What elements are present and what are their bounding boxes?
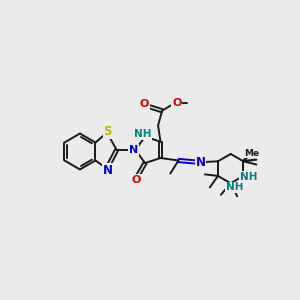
Text: NH: NH bbox=[226, 182, 244, 192]
Text: NH: NH bbox=[239, 172, 257, 182]
Text: O: O bbox=[172, 98, 182, 108]
Text: S: S bbox=[103, 124, 112, 138]
Text: N: N bbox=[129, 145, 138, 155]
Text: O: O bbox=[140, 99, 149, 109]
Text: NH: NH bbox=[134, 129, 151, 139]
Text: O: O bbox=[131, 175, 141, 185]
Text: Me: Me bbox=[244, 148, 259, 158]
Text: N: N bbox=[196, 156, 206, 169]
Text: N: N bbox=[103, 164, 113, 177]
